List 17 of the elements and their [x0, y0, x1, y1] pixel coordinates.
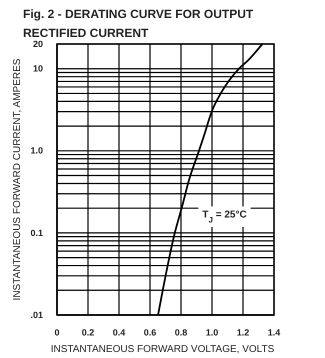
y-tick-label: 0.1	[30, 228, 43, 238]
x-axis-title: INSTANTANEOUS FORWARD VOLTAGE, VOLTS	[50, 344, 275, 355]
x-tick-label: 0.2	[82, 327, 94, 338]
y-tick-label: 10	[32, 64, 43, 74]
y-tick-label: 1.0	[30, 146, 43, 156]
x-tick-label: 1.2	[236, 327, 250, 338]
y-tick-label: .01	[30, 310, 43, 320]
x-tick-label: 0.6	[144, 327, 156, 338]
x-tick-label: 1.0	[206, 327, 218, 338]
annotation: T$_{J}$ = 25°C	[202, 209, 247, 224]
x-tick-label: 0.8	[174, 327, 188, 338]
chart-title: Fig. 2 - DERATING CURVE FOR OUTPUT RECTIFIED CURRENT	[23, 7, 254, 40]
x-tick-label: 0.4	[112, 327, 126, 338]
y-tick-label: 20	[32, 38, 43, 49]
y-axis-title: INSTANTANEOUS FORWARD CURRENT, AMPERES	[12, 58, 23, 300]
x-tick-label: 0	[54, 327, 60, 338]
x-tick-label: 1.4	[268, 327, 280, 338]
